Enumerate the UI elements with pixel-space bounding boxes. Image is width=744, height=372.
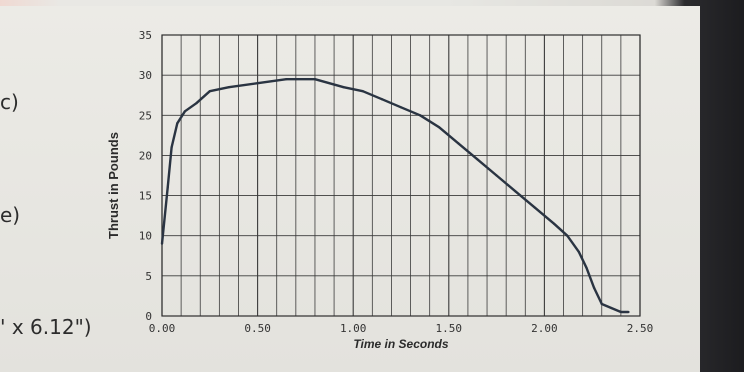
thrust-data-point xyxy=(166,186,169,189)
plot-border xyxy=(161,34,641,317)
paper-sheet xyxy=(0,6,700,372)
thrust-data-point xyxy=(256,82,259,85)
chart-ticks: 0.00 0.50 1.00 1.50 2.00 2.50 0 5 10 15 20 25 30 35 xyxy=(139,29,654,335)
thrust-data-point xyxy=(419,114,422,117)
thrust-data-point xyxy=(566,234,569,237)
thrust-data-point xyxy=(585,266,588,269)
y-axis-label: Thrust in Pounds xyxy=(106,132,121,239)
thrust-data-point xyxy=(361,90,364,93)
thrust-data-point xyxy=(313,78,317,81)
x-axis-label: Time in Seconds xyxy=(353,337,448,351)
chart-grid xyxy=(161,34,641,317)
thrust-data-point xyxy=(610,306,613,310)
y-tick-label: 15 xyxy=(139,190,152,203)
margin-label-c: c) xyxy=(0,90,19,114)
thrust-data-point xyxy=(438,126,441,129)
x-tick-label: 0.00 xyxy=(149,322,176,335)
x-tick-label: 1.00 xyxy=(340,322,367,335)
thrust-data-point xyxy=(593,286,596,289)
thrust-data-point xyxy=(227,86,230,89)
thrust-data-point xyxy=(533,206,536,209)
x-tick-label: 2.00 xyxy=(531,322,558,335)
thrust-data-point xyxy=(457,142,460,145)
x-tick-label: 2.50 xyxy=(627,322,654,335)
thrust-data-point xyxy=(208,90,211,93)
thrust-data-point xyxy=(476,158,479,161)
thrust-data-point xyxy=(627,310,630,314)
y-tick-label: 35 xyxy=(139,29,152,42)
x-tick-label: 0.50 xyxy=(244,322,271,335)
chart-series xyxy=(160,77,630,314)
thrust-data-point xyxy=(577,250,580,253)
y-tick-label: 5 xyxy=(145,270,152,283)
thrust-data-point xyxy=(495,174,498,177)
thrust-data-point xyxy=(514,190,517,193)
y-tick-label: 20 xyxy=(139,149,152,162)
margin-label-e: e) xyxy=(0,203,21,227)
thrust-data-point xyxy=(380,98,383,101)
thrust-data-point xyxy=(160,242,164,245)
thrust-data-point xyxy=(195,102,198,105)
thrust-data-point xyxy=(342,86,345,89)
y-tick-label: 10 xyxy=(139,230,152,243)
thrust-data-point xyxy=(176,122,179,125)
thrust-data-point xyxy=(619,310,623,314)
y-tick-label: 25 xyxy=(139,109,152,122)
margin-label-size: ' x 6.12") xyxy=(0,315,92,339)
y-tick-label: 30 xyxy=(139,69,152,82)
x-tick-label: 1.50 xyxy=(436,322,463,335)
y-tick-label: 0 xyxy=(145,310,152,323)
thrust-data-point xyxy=(183,110,186,113)
thrust-data-point xyxy=(552,222,556,225)
thrust-data-point xyxy=(285,78,288,81)
thrust-data-point xyxy=(399,106,403,109)
thrust-data-point xyxy=(600,302,603,306)
thrust-data-point xyxy=(170,146,173,149)
